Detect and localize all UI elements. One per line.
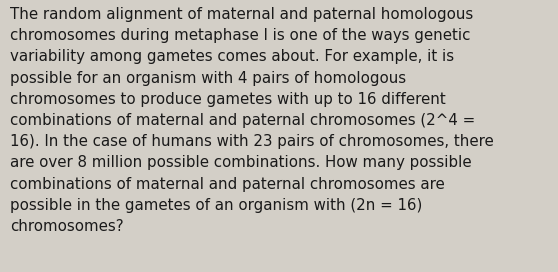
Text: The random alignment of maternal and paternal homologous
chromosomes during meta: The random alignment of maternal and pat… [10, 7, 494, 234]
